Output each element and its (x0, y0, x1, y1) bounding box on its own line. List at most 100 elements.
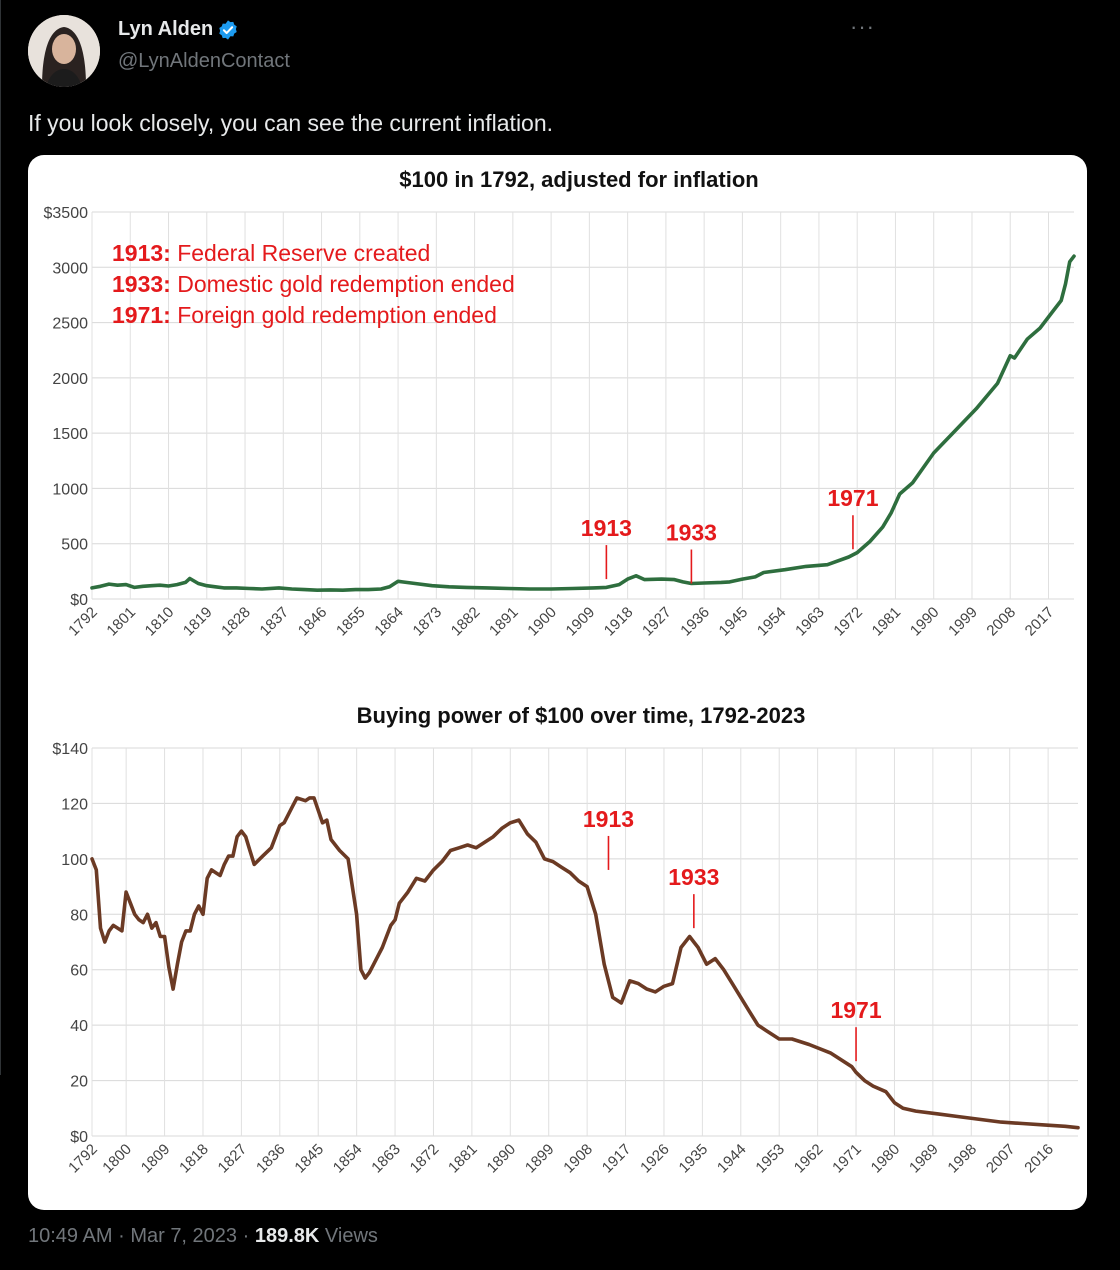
more-options-icon[interactable]: ··· (850, 14, 875, 39)
x-tick-label: 1819 (180, 604, 216, 640)
x-tick-label: 1917 (599, 1141, 635, 1177)
meta-separator: · (242, 1225, 250, 1247)
x-tick-label: 1972 (830, 604, 866, 640)
annotation-label: 1933 (668, 864, 719, 890)
y-tick-label: 100 (61, 852, 88, 869)
x-tick-label: 1927 (639, 604, 675, 640)
x-tick-label: 1882 (448, 604, 484, 640)
x-tick-label: 1800 (99, 1141, 135, 1177)
x-tick-label: 1908 (560, 1141, 596, 1177)
x-tick-label: 1944 (714, 1141, 750, 1177)
legend-note: 1913: Federal Reserve created (112, 240, 430, 266)
y-tick-label: 40 (70, 1018, 88, 1035)
x-tick-label: 1891 (486, 604, 522, 640)
timeline-divider (0, 0, 1, 1075)
x-tick-label: 1828 (218, 604, 254, 640)
annotation-label: 1913 (583, 806, 634, 832)
views-count: 189.8K (254, 1225, 320, 1247)
annotation-label: 1933 (666, 520, 717, 546)
x-tick-label: 1899 (522, 1141, 558, 1177)
y-tick-label: 1500 (52, 426, 88, 443)
x-tick-label: 1881 (445, 1141, 481, 1177)
tweet-text: If you look closely, you can see the cur… (28, 110, 554, 136)
tweet-meta: 10:49 AM · Mar 7, 2023 · 189.8K Views (28, 1225, 378, 1248)
x-tick-label: 1872 (407, 1141, 443, 1177)
y-tick-label: 120 (61, 796, 88, 813)
y-tick-label: $3500 (44, 205, 89, 222)
verified-badge-icon (219, 19, 237, 40)
x-tick-label: 1953 (752, 1141, 788, 1177)
tweet-time[interactable]: 10:49 AM (28, 1225, 113, 1247)
x-tick-label: 1801 (103, 604, 139, 640)
x-tick-label: 1936 (677, 604, 713, 640)
legend-note-text: Foreign gold redemption ended (171, 302, 497, 328)
x-tick-label: 1855 (333, 604, 369, 640)
y-tick-label: 500 (61, 537, 88, 554)
x-tick-label: 1863 (368, 1141, 404, 1177)
x-tick-label: 1846 (295, 604, 331, 640)
y-tick-label: 60 (70, 963, 88, 980)
x-tick-label: 1792 (65, 604, 101, 640)
x-tick-label: 1926 (637, 1141, 673, 1177)
x-tick-label: 1971 (829, 1141, 865, 1177)
x-tick-label: 1990 (907, 604, 943, 640)
x-tick-label: 1873 (410, 604, 446, 640)
legend-note-year: 1913: (112, 240, 171, 266)
legend-note-year: 1933: (112, 271, 171, 297)
author-name-row[interactable]: Lyn Alden (118, 18, 239, 41)
avatar[interactable] (28, 15, 100, 87)
x-tick-label: 1827 (215, 1141, 251, 1177)
x-tick-label: 1864 (371, 604, 407, 640)
avatar-image (28, 15, 100, 87)
y-tick-label: $140 (52, 741, 88, 758)
tweet-media-image[interactable]: $100 in 1792, adjusted for inflation $0 50… (28, 155, 1087, 1210)
y-tick-label: 20 (70, 1074, 88, 1091)
legend-note-year: 1971: (112, 302, 171, 328)
annotation-label: 1971 (830, 997, 881, 1023)
y-tick-label: 2500 (52, 316, 88, 333)
views-label: Views (324, 1225, 378, 1247)
tweet-date[interactable]: Mar 7, 2023 (130, 1225, 238, 1247)
x-tick-label: 2016 (1021, 1141, 1057, 1177)
x-tick-label: 1981 (869, 604, 905, 640)
chart-title: $100 in 1792, adjusted for inflation (399, 167, 758, 192)
x-tick-label: 2008 (983, 604, 1019, 640)
x-tick-label: 1900 (524, 604, 560, 640)
x-tick-label: 1989 (906, 1141, 942, 1177)
x-tick-label: 2007 (983, 1141, 1019, 1177)
y-tick-label: $0 (70, 592, 88, 609)
x-tick-label: 1954 (754, 604, 790, 640)
chart-title: Buying power of $100 over time, 1792-202… (357, 703, 806, 728)
meta-separator: · (118, 1225, 125, 1247)
author-name[interactable]: Lyn Alden (118, 18, 214, 40)
y-tick-label: 80 (70, 907, 88, 924)
x-tick-label: 1962 (791, 1141, 827, 1177)
y-tick-label: 2000 (52, 371, 88, 388)
series-line-buying (90, 796, 1080, 1130)
x-tick-label: 1845 (291, 1141, 327, 1177)
x-tick-label: 1836 (253, 1141, 289, 1177)
x-tick-label: 1963 (792, 604, 828, 640)
charts-svg: $100 in 1792, adjusted for inflation $0 50… (44, 167, 1080, 1177)
legend-note-text: Domestic gold redemption ended (171, 271, 515, 297)
x-tick-label: 1909 (563, 604, 599, 640)
x-tick-label: 1935 (676, 1141, 712, 1177)
legend-note: 1971: Foreign gold redemption ended (112, 302, 497, 328)
legend-note-text: Federal Reserve created (171, 240, 431, 266)
x-tick-label: 1998 (944, 1141, 980, 1177)
x-tick-label: 1837 (257, 604, 293, 640)
series-line-inflation (90, 254, 1076, 592)
y-tick-label: 3000 (52, 260, 88, 277)
x-tick-label: 1810 (142, 604, 178, 640)
annotation-label: 1971 (827, 485, 878, 511)
legend-note: 1933: Domestic gold redemption ended (112, 271, 515, 297)
annotation-label: 1913 (581, 515, 632, 541)
x-tick-label: 1818 (176, 1141, 212, 1177)
x-tick-label: 1999 (945, 604, 981, 640)
x-tick-label: 1980 (868, 1141, 904, 1177)
x-tick-label: 1945 (716, 604, 752, 640)
y-tick-label: $0 (70, 1129, 88, 1146)
x-tick-label: 1854 (330, 1141, 366, 1177)
x-tick-label: 1809 (138, 1141, 174, 1177)
author-handle[interactable]: @LynAldenContact (118, 50, 290, 72)
